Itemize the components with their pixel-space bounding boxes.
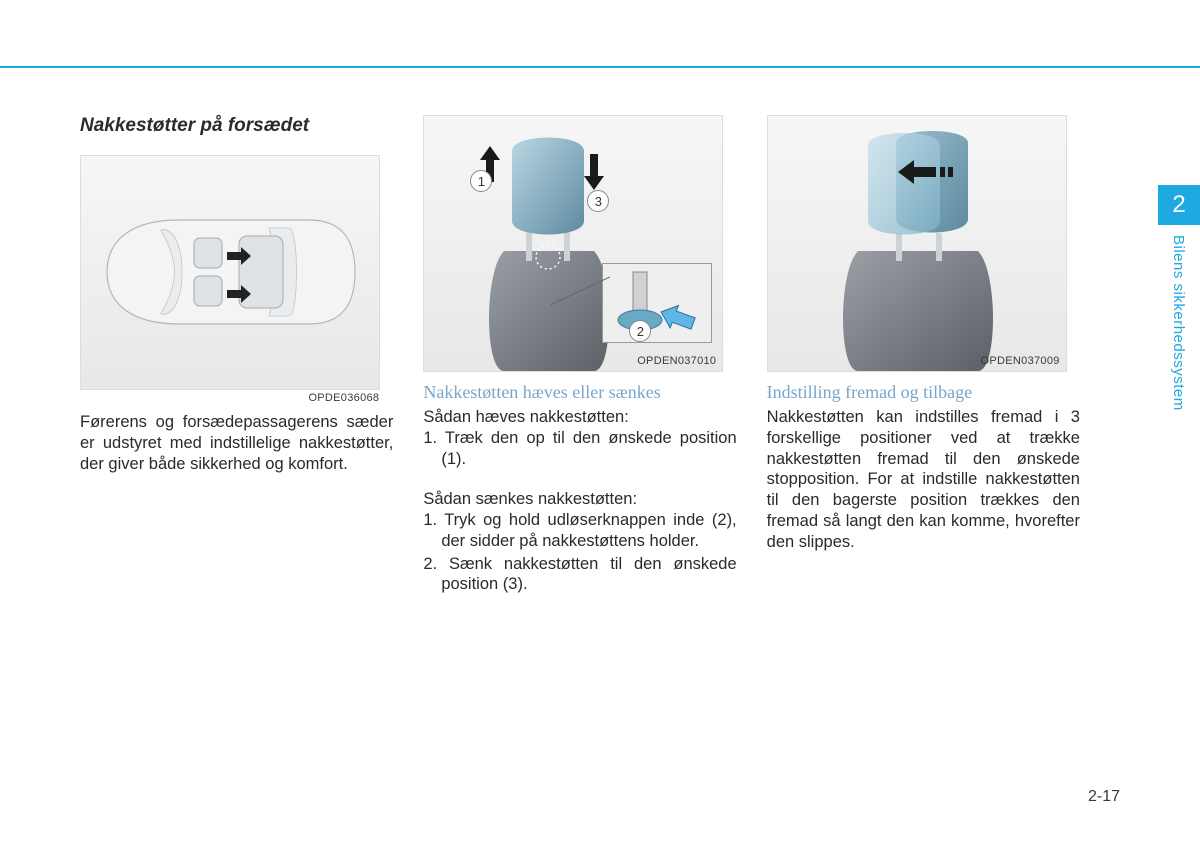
steps-lower: 1. Tryk og hold udløserknappen inde (2),… [423, 510, 736, 597]
chapter-number: 2 [1172, 191, 1185, 219]
callout-line [550, 271, 610, 311]
body-paragraph: Nakkestøtten kan indstilles fremad i 3 f… [767, 407, 1080, 552]
release-button-illustration [603, 264, 713, 344]
column-2: 1 3 2 OPDEN037010 Nakkestøtten hæves ell… [423, 115, 736, 597]
step-raise-1: 1. Træk den op til den ønskede position … [423, 428, 736, 470]
section-title: Nakkestøtter på forsædet [80, 115, 393, 137]
intro-lower: Sådan sænkes nakkestøtten: [423, 489, 736, 510]
subheading: Indstilling fremad og tilbage [767, 382, 1080, 403]
page-content: Nakkestøtter på forsædet OPDE036068 Føre… [80, 115, 1080, 597]
step-lower-1: 1. Tryk og hold udløserknappen inde (2),… [423, 510, 736, 552]
car-topview-illustration [99, 212, 361, 332]
steps-raise: 1. Træk den op til den ønskede position … [423, 428, 736, 472]
figure-code: OPDEN037009 [981, 355, 1060, 367]
figure-car-topview [80, 155, 380, 390]
chapter-tab: 2 Bilens sikkerhedssystem [1158, 185, 1200, 485]
chapter-label: Bilens sikkerhedssystem [1158, 225, 1187, 411]
body-paragraph: Førerens og forsædepassagerens sæder er … [80, 412, 393, 474]
intro-raise: Sådan hæves nakkestøtten: [423, 407, 736, 428]
column-1: Nakkestøtter på forsædet OPDE036068 Føre… [80, 115, 393, 597]
chapter-number-box: 2 [1158, 185, 1200, 225]
inset-detail: 2 [602, 263, 712, 343]
figure-headrest-updown: 1 3 2 OPDEN037010 [423, 115, 723, 372]
down-arrow-icon [584, 150, 604, 190]
top-rule [0, 66, 1200, 68]
figure-code: OPDE036068 [80, 392, 393, 404]
step-lower-2: 2. Sænk nakkestøtten til den ønskede pos… [423, 554, 736, 596]
figure-code: OPDEN037010 [637, 355, 716, 367]
forward-arrow-icon [898, 160, 956, 184]
headrest-forward-illustration [818, 121, 1018, 371]
figure-headrest-forward: OPDEN037009 [767, 115, 1067, 372]
page-number: 2-17 [1088, 788, 1120, 806]
column-3: OPDEN037009 Indstilling fremad og tilbag… [767, 115, 1080, 597]
subheading: Nakkestøtten hæves eller sænkes [423, 382, 736, 403]
